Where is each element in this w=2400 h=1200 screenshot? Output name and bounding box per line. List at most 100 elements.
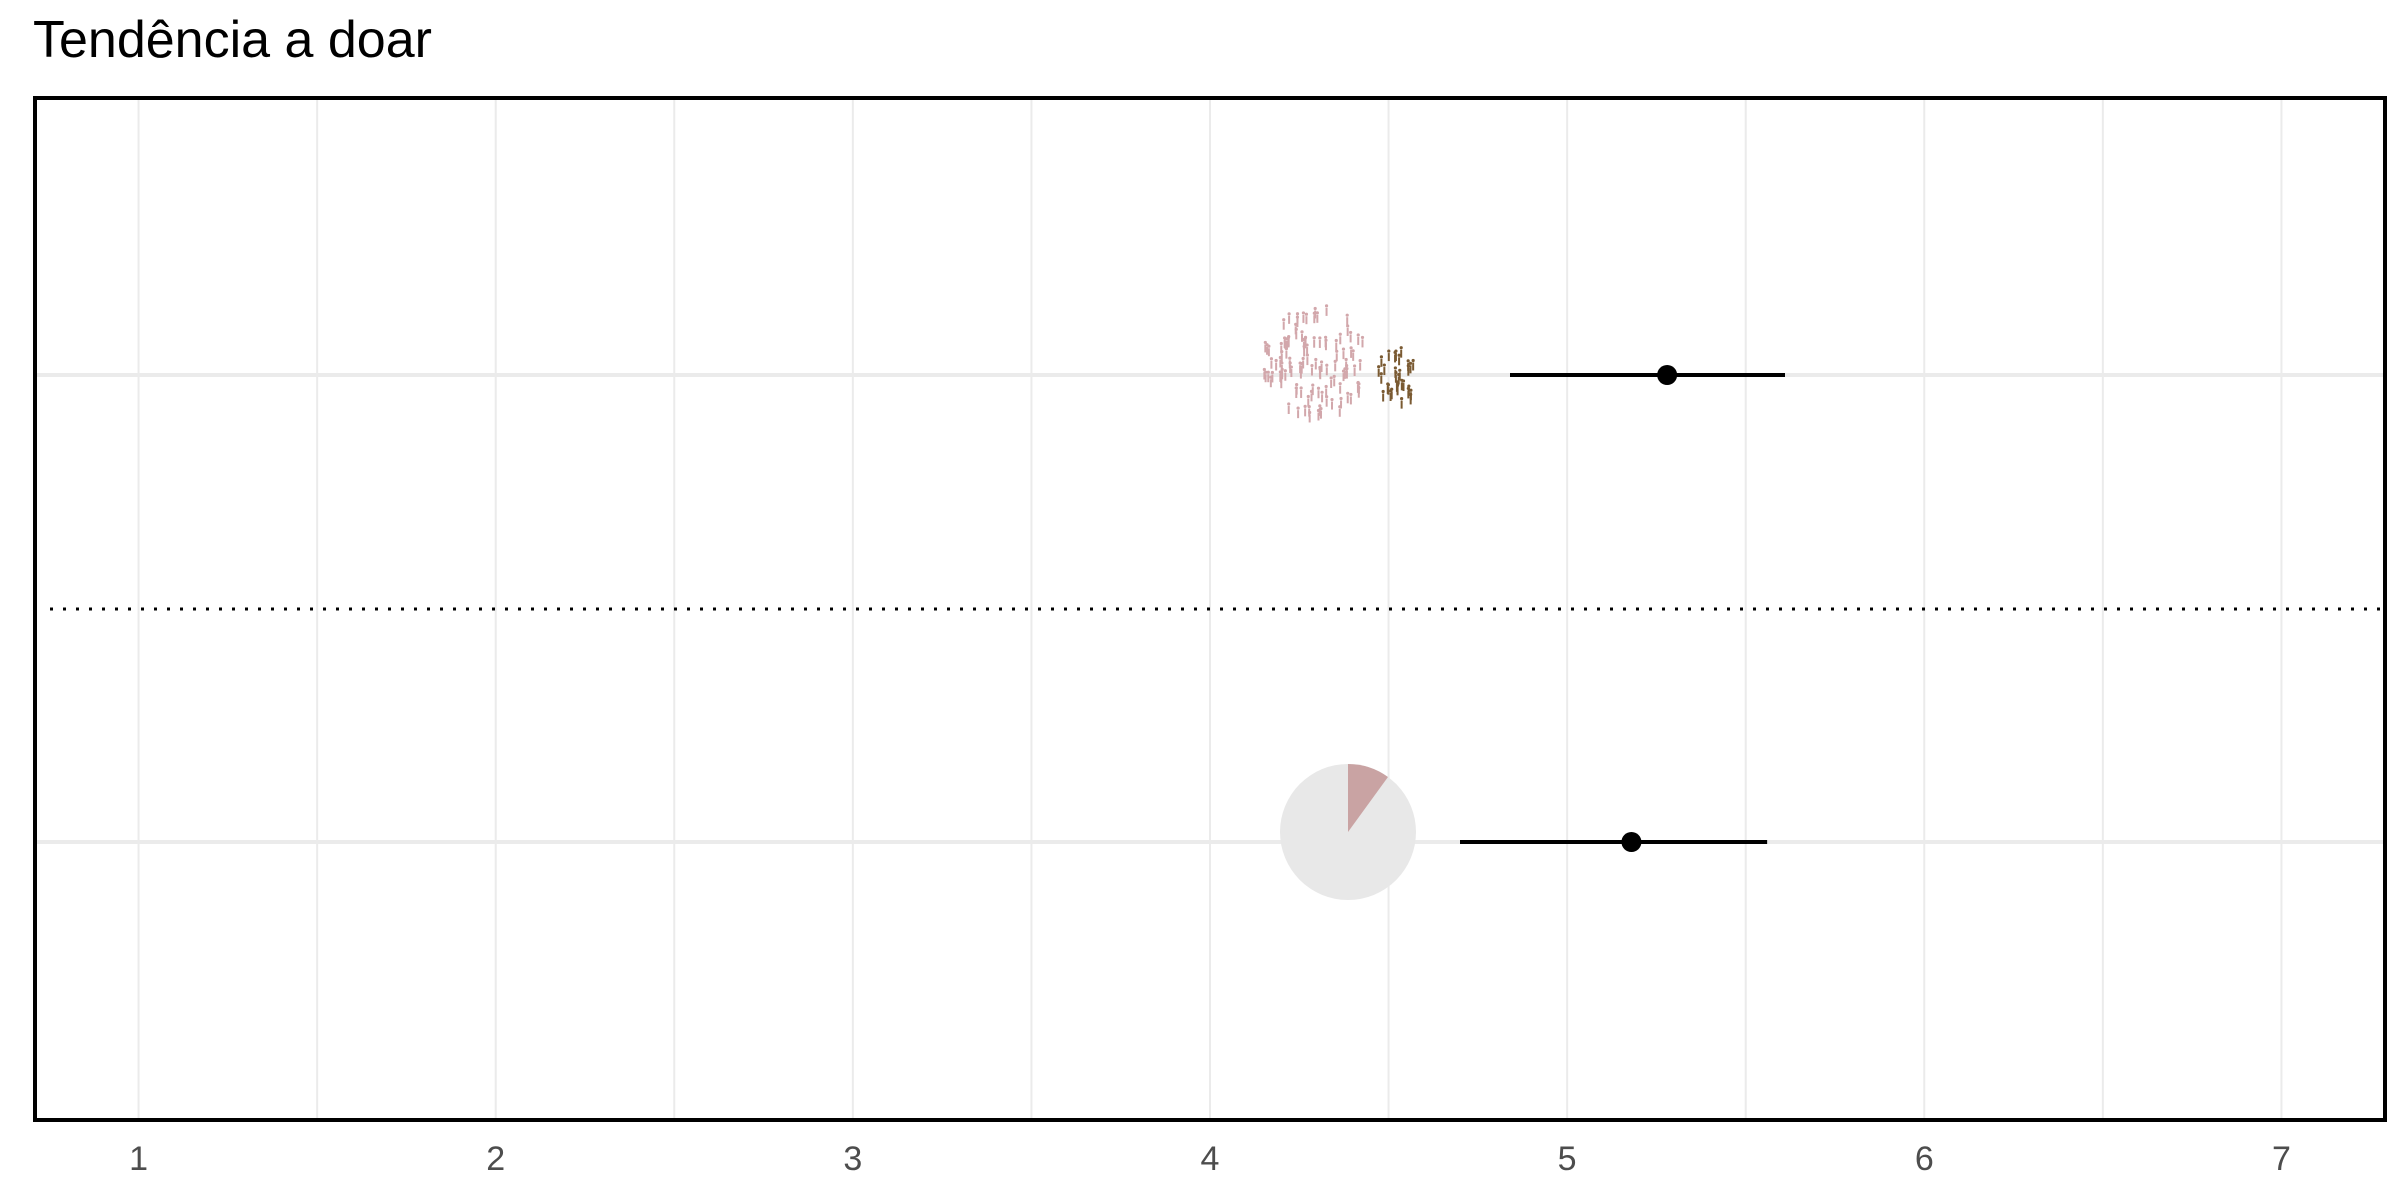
pie-slice: [1348, 764, 1388, 832]
person-head: [1287, 402, 1291, 406]
person-head: [1278, 355, 1282, 360]
person-head: [1263, 340, 1267, 345]
person-head: [1377, 365, 1381, 369]
person-head: [1406, 386, 1410, 391]
person-head: [1395, 383, 1400, 387]
person-head: [1389, 389, 1393, 393]
person-head: [1394, 349, 1398, 353]
x-tick-label: 4: [1201, 1140, 1220, 1178]
person-head: [1349, 330, 1353, 335]
person-head: [1283, 369, 1287, 373]
people-cluster-icon: [1262, 304, 1415, 423]
person-head: [1295, 312, 1300, 316]
person-head: [1379, 372, 1383, 376]
person-head: [1312, 336, 1316, 340]
person-head: [1324, 384, 1328, 389]
person-head: [1341, 347, 1346, 351]
person-head: [1346, 391, 1350, 395]
person-head: [1305, 353, 1309, 357]
person-head: [1325, 395, 1329, 399]
person-head: [1283, 336, 1287, 340]
panel-border: [33, 96, 2387, 1122]
person-head: [1394, 370, 1398, 375]
point-estimate: [1657, 365, 1678, 385]
point-estimates: [1460, 365, 1785, 852]
person-head: [1329, 376, 1333, 380]
person-head: [1360, 335, 1365, 340]
point-estimate: [1621, 832, 1642, 852]
person-head: [1296, 406, 1300, 410]
person-head: [1304, 312, 1309, 316]
person-head: [1294, 327, 1298, 331]
person-head: [1300, 330, 1304, 334]
person-head: [1398, 368, 1402, 372]
chart-title: Tendência a doar: [33, 11, 432, 69]
person-head: [1379, 355, 1384, 359]
person-head: [1313, 306, 1317, 311]
person-head: [1382, 363, 1386, 367]
person-head: [1330, 397, 1334, 402]
person-head: [1262, 367, 1266, 372]
person-head: [1299, 386, 1303, 390]
person-head: [1301, 311, 1306, 315]
person-head: [1339, 396, 1343, 401]
person-head: [1303, 335, 1308, 339]
person-head: [1400, 378, 1404, 382]
person-head: [1310, 363, 1314, 368]
person-head: [1318, 404, 1322, 408]
person-head: [1411, 358, 1415, 363]
person-head: [1344, 357, 1348, 362]
person-head: [1320, 390, 1324, 394]
person-head: [1406, 359, 1410, 363]
x-tick-label: 2: [486, 1140, 505, 1178]
person-head: [1280, 350, 1284, 354]
person-head: [1393, 366, 1397, 370]
pie-icon: [1280, 764, 1416, 900]
person-head: [1316, 386, 1321, 390]
x-tick-label: 3: [843, 1140, 862, 1178]
horizontal-gridlines: [35, 373, 2385, 844]
person-head: [1269, 357, 1274, 361]
person-head: [1356, 333, 1360, 337]
person-head: [1315, 311, 1319, 315]
person-head: [1288, 361, 1292, 365]
person-head: [1406, 364, 1410, 368]
person-head: [1306, 394, 1310, 399]
person-head: [1332, 374, 1336, 378]
person-head: [1333, 359, 1337, 363]
row-icons: [1262, 304, 1416, 900]
person-head: [1400, 397, 1404, 401]
x-axis-ticks: 1 2 3 4 5 6 7: [129, 1140, 2291, 1178]
x-tick-label: 1: [129, 1140, 148, 1178]
person-head: [1353, 364, 1357, 368]
person-head: [1345, 364, 1349, 368]
person-head: [1349, 346, 1353, 350]
person-head: [1314, 357, 1318, 362]
person-head: [1266, 370, 1270, 374]
person-head: [1286, 335, 1291, 340]
person-head: [1324, 335, 1328, 339]
person-head: [1387, 349, 1391, 353]
person-head: [1318, 336, 1322, 340]
person-head: [1346, 324, 1350, 328]
person-head: [1308, 410, 1312, 415]
person-head: [1300, 362, 1304, 366]
person-head: [1295, 382, 1299, 387]
person-head: [1287, 312, 1291, 316]
person-head: [1397, 353, 1401, 357]
person-head: [1349, 392, 1353, 397]
person-head: [1324, 304, 1329, 308]
person-head: [1319, 360, 1324, 364]
person-head: [1358, 358, 1362, 363]
person-head: [1409, 388, 1413, 392]
person-head: [1381, 389, 1385, 394]
person-head: [1386, 383, 1390, 387]
person-head: [1309, 389, 1314, 393]
person-head: [1274, 358, 1278, 363]
person-head: [1279, 341, 1283, 346]
person-head: [1301, 356, 1305, 361]
person-head: [1303, 404, 1307, 408]
person-head: [1399, 346, 1403, 350]
person-head: [1294, 322, 1298, 326]
